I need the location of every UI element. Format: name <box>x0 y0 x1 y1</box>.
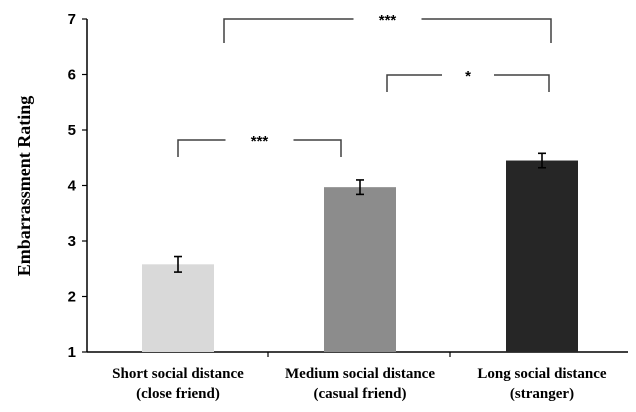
y-tick-label: 3 <box>68 233 76 250</box>
x-tick-label: Short social distance <box>112 366 244 382</box>
x-tick-label: Long social distance <box>477 366 607 382</box>
significance-label: *** <box>379 12 397 29</box>
significance-label: *** <box>251 133 269 150</box>
significance-bracket <box>177 139 226 157</box>
y-tick-label: 6 <box>68 67 76 84</box>
bars <box>142 160 578 352</box>
x-tick-label: (casual friend) <box>314 386 407 402</box>
x-tick-label: (stranger) <box>510 386 574 402</box>
y-tick-label: 7 <box>68 11 76 28</box>
significance-brackets: ******* <box>177 12 552 157</box>
bar <box>324 187 396 352</box>
y-tick-label: 2 <box>68 289 76 306</box>
y-tick-label: 4 <box>68 178 77 195</box>
axis-labels: Short social distance (close friend) Mediu… <box>14 96 607 402</box>
bar <box>142 264 214 352</box>
y-tick-label: 1 <box>68 344 76 361</box>
x-tick-label: Medium social distance <box>285 366 435 382</box>
significance-bracket <box>223 18 354 43</box>
significance-label: * <box>465 68 471 85</box>
error-bars <box>174 152 546 273</box>
significance-bracket <box>421 18 552 43</box>
significance-bracket <box>293 139 342 157</box>
bar <box>506 160 578 352</box>
significance-bracket <box>494 74 550 92</box>
y-tick-label: 5 <box>68 122 76 139</box>
x-tick-label: (close friend) <box>136 386 220 402</box>
significance-bracket <box>386 74 442 92</box>
y-axis-label: Embarrassment Rating <box>14 96 34 277</box>
